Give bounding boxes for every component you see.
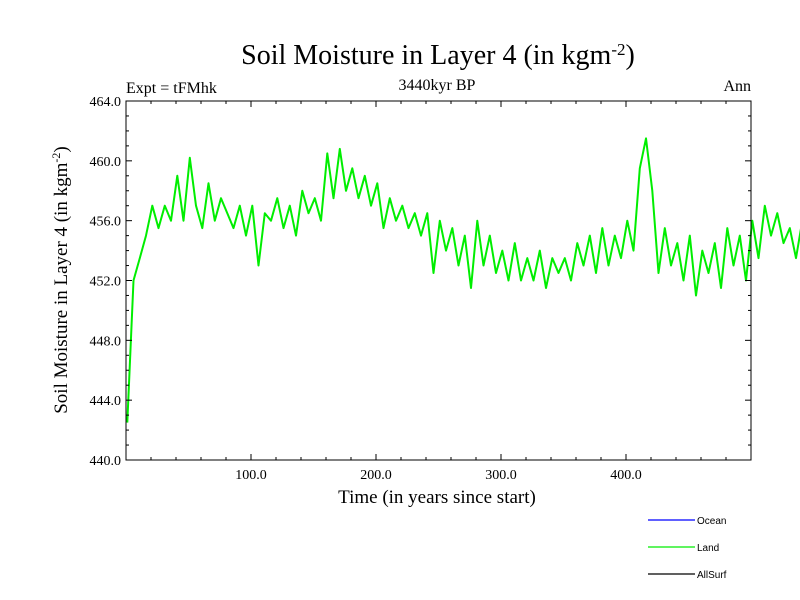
y-tick-label: 440.0 (90, 454, 122, 469)
y-tick-label: 456.0 (90, 215, 122, 230)
x-axis-label: Time (in years since start) (338, 487, 536, 508)
x-tick-label: 300.0 (485, 468, 517, 483)
y-axis-label: Soil Moisture in Layer 4 (in kgm-2) (49, 146, 72, 414)
x-tick-label: 100.0 (235, 468, 267, 483)
legend-label-land: Land (697, 543, 719, 554)
title-superscript: -2 (611, 40, 625, 59)
experiment-label: Expt = tFMhk (126, 80, 217, 97)
y-tick-label: 452.0 (90, 275, 122, 290)
series-line-land (126, 137, 800, 423)
legend: Ocean Land AllSurf (648, 516, 727, 581)
x-tick-label: 400.0 (610, 468, 642, 483)
legend-label-ocean: Ocean (697, 516, 726, 527)
y-tick-label: 444.0 (90, 394, 122, 409)
x-tick-label: 200.0 (360, 468, 392, 483)
plot-area: 100.0 200.0 300.0 400.0 440.0 444.0 448.0 452.0… (90, 95, 800, 483)
y-tick-label: 464.0 (90, 95, 122, 110)
ylabel-superscript: -2 (49, 153, 63, 163)
legend-label-allsurf: AllSurf (697, 570, 727, 581)
chart-subtitle: 3440kyr BP (399, 77, 476, 94)
plot-frame (125, 100, 752, 461)
season-label: Ann (723, 78, 751, 95)
y-tick-label: 448.0 (90, 334, 122, 349)
chart-title: Soil Moisture in Layer 4 (in kgm-2) (241, 40, 635, 72)
y-tick-label: 460.0 (90, 155, 122, 170)
